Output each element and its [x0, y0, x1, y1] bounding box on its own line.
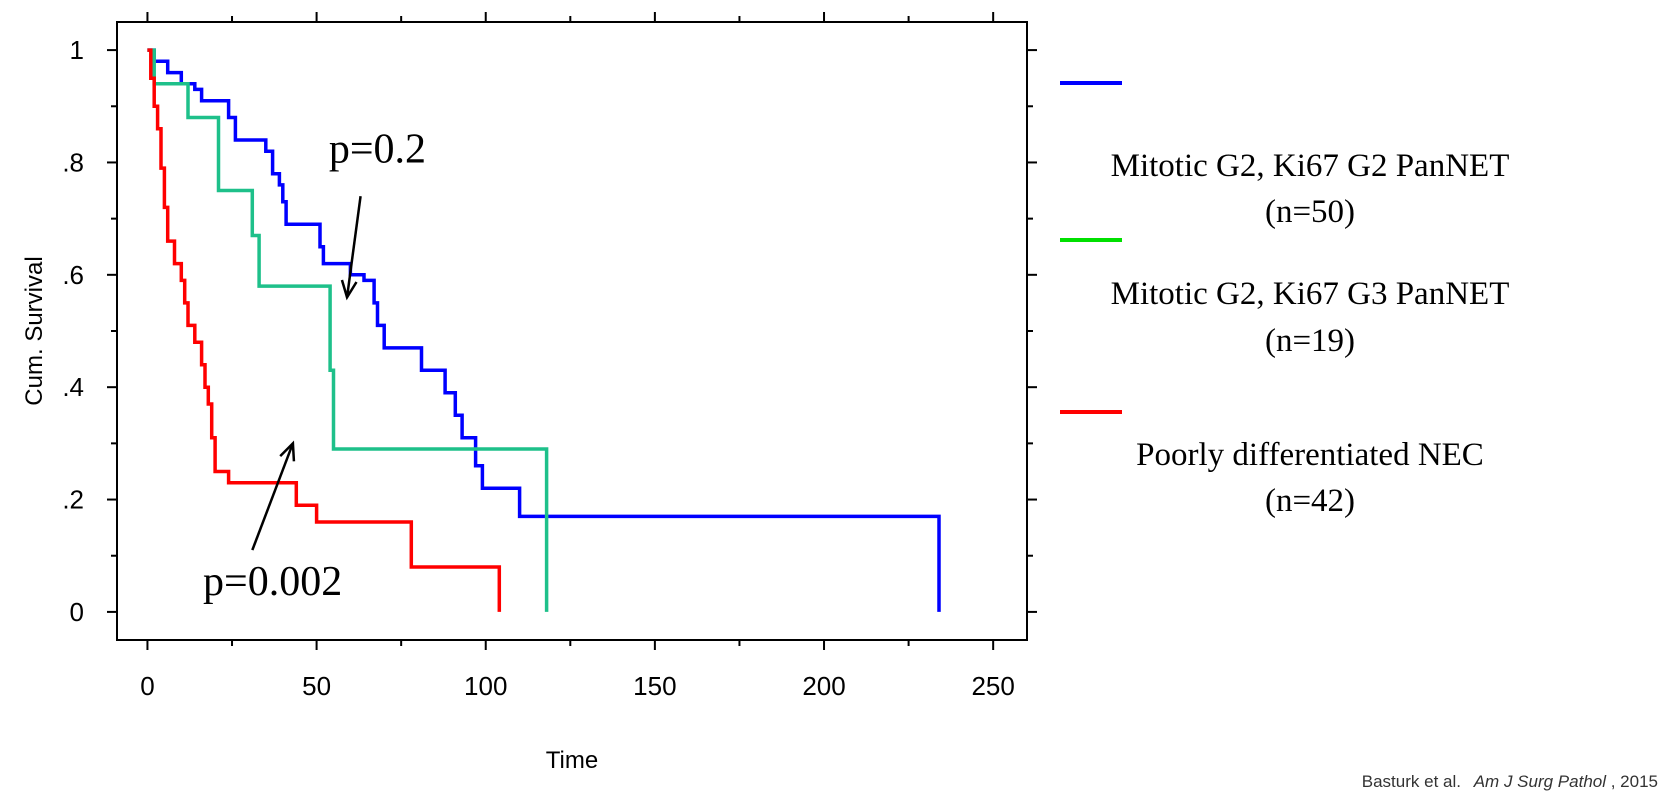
legend-label-series-1-line2: (n=50): [1265, 194, 1355, 230]
x-tick-label: 100: [464, 671, 507, 701]
annotation-text-2: p=0.002: [203, 559, 342, 605]
y-tick-label: .2: [62, 485, 84, 515]
legend-label-series-1-line1: Mitotic G2, Ki67 G2 PanNET: [1111, 148, 1510, 184]
y-tick-label: .4: [62, 372, 84, 402]
legend-label-series-3-line1: Poorly differentiated NEC: [1136, 437, 1484, 473]
annotation-arrow-head-1: [340, 279, 358, 301]
plot-frame: [116, 21, 1028, 641]
tick-marks: [107, 12, 1037, 650]
annotations: p=0.2 p=0.002: [203, 126, 426, 605]
annotation-arrow-shaft-2: [251, 442, 295, 551]
x-tick-label: 50: [302, 671, 331, 701]
citation: Basturk et al. Am J Surg Pathol , 2015: [1362, 772, 1658, 791]
annotation-arrow-shaft-1: [345, 195, 362, 298]
y-tick-label: .6: [62, 260, 84, 290]
series-line-2: [147, 48, 549, 612]
y-axis-label: Cum. Survival: [21, 256, 48, 405]
citation-journal: Am J Surg Pathol: [1473, 772, 1608, 791]
x-tick-label: 200: [802, 671, 845, 701]
citation-year: , 2015: [1611, 772, 1658, 791]
tick-labels: 0 50 100 150 200 250 0 .2 .4 .6 .8 1: [62, 35, 1015, 701]
annotation-arrow-head-2: [279, 440, 296, 462]
y-tick-label: 0: [70, 597, 84, 627]
legend-label-series-2-line1: Mitotic G2, Ki67 G3 PanNET: [1111, 276, 1510, 312]
y-tick-label: 1: [70, 35, 84, 65]
x-axis-label: Time: [546, 747, 598, 774]
citation-authors: Basturk et al.: [1362, 772, 1461, 791]
y-tick-label: .8: [62, 147, 84, 177]
annotation-text-1: p=0.2: [329, 126, 426, 172]
series-lines: [147, 48, 941, 612]
x-tick-label: 150: [633, 671, 676, 701]
x-tick-label: 0: [140, 671, 154, 701]
series-line-3: [147, 48, 502, 612]
x-tick-label: 250: [971, 671, 1014, 701]
legend: Mitotic G2, Ki67 G2 PanNET (n=50) Mitoti…: [1060, 81, 1510, 519]
legend-label-series-3-line2: (n=42): [1265, 483, 1355, 519]
legend-label-series-2-line2: (n=19): [1265, 323, 1355, 359]
series-line-1: [147, 48, 941, 612]
